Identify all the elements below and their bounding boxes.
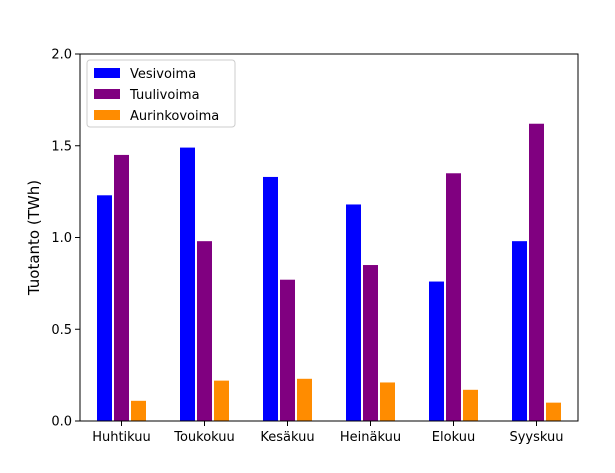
bar-tuulivoima-elokuu <box>446 173 461 421</box>
bar-aurinkovoima-kesäkuu <box>297 378 312 421</box>
bar-aurinkovoima-heinäkuu <box>380 382 395 421</box>
legend-label-tuulivoima: Tuulivoima <box>129 88 200 103</box>
bar-tuulivoima-syyskuu <box>529 123 544 421</box>
bar-aurinkovoima-syyskuu <box>546 402 561 421</box>
legend-label-vesivoima: Vesivoima <box>130 67 196 82</box>
legend-swatch-tuulivoima <box>94 89 120 99</box>
x-tick-label: Kesäkuu <box>260 430 314 445</box>
bar-aurinkovoima-toukokuu <box>214 380 229 421</box>
bar-tuulivoima-kesäkuu <box>280 279 295 421</box>
bar-vesivoima-kesäkuu <box>263 176 278 421</box>
bar-vesivoima-syyskuu <box>512 241 527 421</box>
bar-tuulivoima-huhtikuu <box>114 154 129 422</box>
y-tick-label: 1.0 <box>51 231 72 246</box>
y-tick-label: 0.0 <box>51 415 72 430</box>
y-tick-label: 1.5 <box>51 139 72 154</box>
x-tick-label: Toukokuu <box>173 430 235 445</box>
x-tick-label: Huhtikuu <box>92 430 151 445</box>
legend-box <box>86 59 236 128</box>
bar-vesivoima-heinäkuu <box>346 204 361 421</box>
y-axis-title: Tuotanto (TWh) <box>25 180 43 296</box>
x-tick-label: Syyskuu <box>509 430 563 445</box>
x-tick-label: Heinäkuu <box>340 430 401 445</box>
x-axis: Huhtikuu Toukokuu Kesäkuu Heinäkuu Elokuu Syy… <box>92 421 564 445</box>
bars-layer <box>97 123 561 422</box>
bar-tuulivoima-heinäkuu <box>363 265 378 421</box>
legend: Vesivoima Tuulivoima Aurinkovoima <box>86 59 236 128</box>
bar-vesivoima-huhtikuu <box>97 195 112 421</box>
legend-swatch-aurinkovoima <box>94 110 120 120</box>
y-tick-label: 2.0 <box>51 48 72 63</box>
bar-tuulivoima-toukokuu <box>197 241 212 421</box>
legend-swatch-vesivoima <box>94 68 120 78</box>
legend-label-aurinkovoima: Aurinkovoima <box>130 109 219 124</box>
x-tick-label: Elokuu <box>432 430 475 445</box>
bar-aurinkovoima-elokuu <box>463 389 478 421</box>
bar-vesivoima-elokuu <box>429 281 444 421</box>
y-axis: 0.0 0.5 1.0 1.5 2.0 <box>51 48 80 430</box>
bar-aurinkovoima-huhtikuu <box>131 400 146 421</box>
bar-vesivoima-toukokuu <box>180 147 195 421</box>
y-tick-label: 0.5 <box>51 323 72 338</box>
